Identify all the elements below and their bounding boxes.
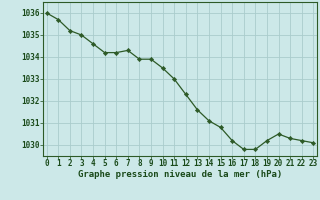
X-axis label: Graphe pression niveau de la mer (hPa): Graphe pression niveau de la mer (hPa) (78, 170, 282, 179)
